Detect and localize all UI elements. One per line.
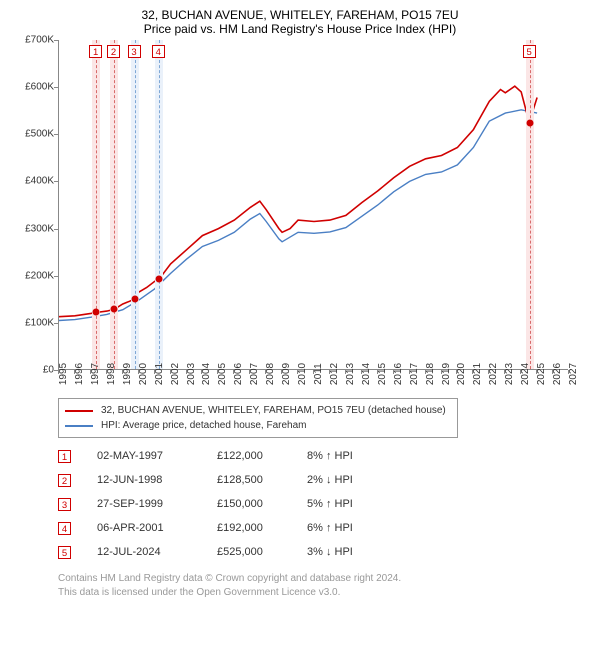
event-marker: 2 <box>58 474 71 487</box>
ytick-label: £300K <box>25 223 54 234</box>
event-delta: 8% ↑ HPI <box>307 450 397 462</box>
event-row: 1 02-MAY-1997£122,0008% ↑ HPI <box>58 444 590 468</box>
event-price: £150,000 <box>217 498 307 510</box>
xtick-label: 2025 <box>536 363 547 385</box>
xtick-label: 1995 <box>58 363 69 385</box>
event-price: £192,000 <box>217 522 307 534</box>
xtick-label: 2012 <box>329 363 340 385</box>
chart-title: 32, BUCHAN AVENUE, WHITELEY, FAREHAM, PO… <box>10 8 590 36</box>
legend-swatch-red <box>65 410 93 412</box>
event-price: £525,000 <box>217 546 307 558</box>
xtick-label: 2020 <box>456 363 467 385</box>
xtick-label: 2026 <box>552 363 563 385</box>
xtick-label: 2015 <box>377 363 388 385</box>
legend-label-blue: HPI: Average price, detached house, Fare… <box>101 420 307 431</box>
event-dashline <box>135 40 136 369</box>
xtick-label: 2013 <box>345 363 356 385</box>
xtick-label: 2018 <box>425 363 436 385</box>
event-marker-chart: 2 <box>107 45 120 58</box>
title-address: 32, BUCHAN AVENUE, WHITELEY, FAREHAM, PO… <box>10 8 590 22</box>
event-marker-chart: 1 <box>89 45 102 58</box>
events-table: 1 02-MAY-1997£122,0008% ↑ HPI 2 12-JUN-1998… <box>58 444 590 564</box>
xtick-label: 2019 <box>441 363 452 385</box>
event-delta: 5% ↑ HPI <box>307 498 397 510</box>
xtick-label: 2005 <box>217 363 228 385</box>
event-date: 12-JUN-1998 <box>97 474 217 486</box>
sale-point <box>93 309 100 316</box>
event-delta: 2% ↓ HPI <box>307 474 397 486</box>
event-marker: 1 <box>58 450 71 463</box>
chart-area: 12345 £0£100K£200K£300K£400K£500K£600K£7… <box>10 40 570 392</box>
legend-label-red: 32, BUCHAN AVENUE, WHITELEY, FAREHAM, PO… <box>101 405 446 416</box>
ytick-label: £0 <box>43 365 54 376</box>
event-row: 5 12-JUL-2024£525,0003% ↓ HPI <box>58 540 590 564</box>
xtick-label: 2010 <box>297 363 308 385</box>
event-row: 4 06-APR-2001£192,0006% ↑ HPI <box>58 516 590 540</box>
ytick-label: £200K <box>25 270 54 281</box>
event-date: 02-MAY-1997 <box>97 450 217 462</box>
xtick-label: 2001 <box>154 363 165 385</box>
event-row: 2 12-JUN-1998£128,5002% ↓ HPI <box>58 468 590 492</box>
event-marker: 3 <box>58 498 71 511</box>
event-dashline <box>114 40 115 369</box>
legend: 32, BUCHAN AVENUE, WHITELEY, FAREHAM, PO… <box>58 398 458 438</box>
plot-region: 1234 5 <box>58 40 568 370</box>
xtick-label: 2004 <box>201 363 212 385</box>
event-marker: 5 <box>58 546 71 559</box>
event-date: 12-JUL-2024 <box>97 546 217 558</box>
event-date: 06-APR-2001 <box>97 522 217 534</box>
legend-swatch-blue <box>65 425 93 427</box>
xtick-label: 2000 <box>138 363 149 385</box>
xtick-label: 2002 <box>170 363 181 385</box>
event-date: 27-SEP-1999 <box>97 498 217 510</box>
xtick-label: 2006 <box>233 363 244 385</box>
xtick-label: 2017 <box>409 363 420 385</box>
xtick-label: 2024 <box>520 363 531 385</box>
xtick-label: 2009 <box>281 363 292 385</box>
xtick-label: 1996 <box>74 363 85 385</box>
ytick-label: £700K <box>25 35 54 46</box>
event-row: 3 27-SEP-1999£150,0005% ↑ HPI <box>58 492 590 516</box>
ytick-label: £600K <box>25 82 54 93</box>
sale-point <box>131 296 138 303</box>
xtick-label: 2008 <box>265 363 276 385</box>
sale-point <box>110 306 117 313</box>
xtick-label: 1999 <box>122 363 133 385</box>
xtick-label: 2023 <box>504 363 515 385</box>
legend-row-red: 32, BUCHAN AVENUE, WHITELEY, FAREHAM, PO… <box>65 403 451 418</box>
xtick-label: 2027 <box>568 363 579 385</box>
event-price: £128,500 <box>217 474 307 486</box>
xtick-label: 2011 <box>313 363 324 385</box>
footer: Contains HM Land Registry data © Crown c… <box>58 572 590 599</box>
title-subtitle: Price paid vs. HM Land Registry's House … <box>10 22 590 36</box>
xtick-label: 2022 <box>488 363 499 385</box>
xtick-label: 1997 <box>90 363 101 385</box>
ytick-label: £100K <box>25 317 54 328</box>
event-delta: 6% ↑ HPI <box>307 522 397 534</box>
ytick-label: £500K <box>25 129 54 140</box>
event-dashline <box>96 40 97 369</box>
event-marker-chart: 4 <box>152 45 165 58</box>
xtick-label: 2021 <box>472 363 483 385</box>
xtick-label: 2016 <box>393 363 404 385</box>
sale-point <box>526 119 533 126</box>
sale-point <box>155 276 162 283</box>
footer-line1: Contains HM Land Registry data © Crown c… <box>58 572 590 586</box>
legend-row-blue: HPI: Average price, detached house, Fare… <box>65 418 451 433</box>
event-price: £122,000 <box>217 450 307 462</box>
xtick-label: 2003 <box>186 363 197 385</box>
footer-line2: This data is licensed under the Open Gov… <box>58 586 590 600</box>
event-marker-chart: 3 <box>128 45 141 58</box>
xtick-label: 2007 <box>249 363 260 385</box>
event-dashline <box>530 40 531 369</box>
event-marker: 4 <box>58 522 71 535</box>
ytick-label: £400K <box>25 176 54 187</box>
event-delta: 3% ↓ HPI <box>307 546 397 558</box>
xtick-label: 1998 <box>106 363 117 385</box>
event-marker-chart: 5 <box>523 45 536 58</box>
event-dashline <box>159 40 160 369</box>
xtick-label: 2014 <box>361 363 372 385</box>
